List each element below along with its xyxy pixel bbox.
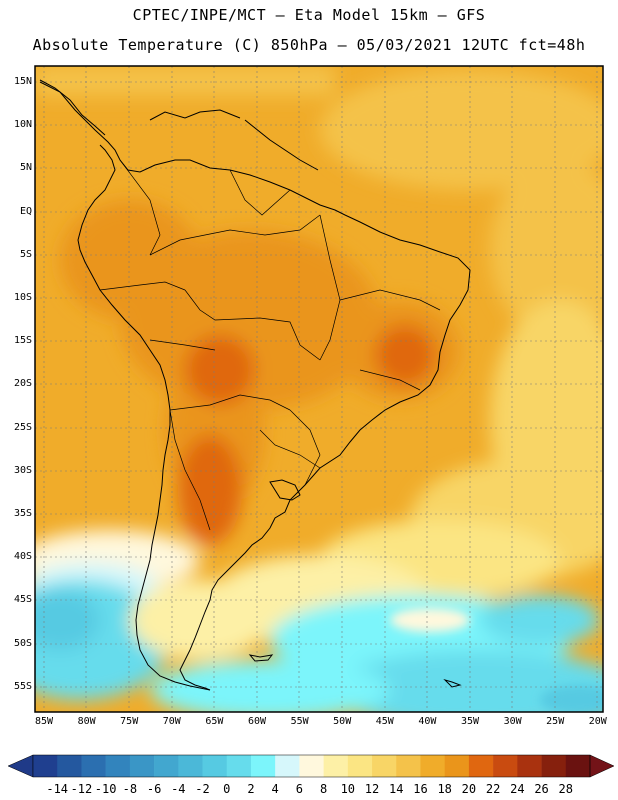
lat-label: 40S [13, 551, 32, 563]
lat-label: 15N [13, 76, 32, 87]
lon-label: 70W [162, 716, 181, 727]
title-line-2: Absolute Temperature (C) 850hPa – 05/03/… [32, 36, 586, 54]
colorbar-swatch [444, 755, 470, 777]
colorbar-swatch [299, 755, 324, 777]
lon-label: 55W [290, 716, 309, 727]
colorbar-tick-label: 22 [485, 782, 501, 796]
lon-label: 60W [247, 716, 267, 727]
colorbar-swatch [226, 755, 252, 777]
colorbar-tick-label: 10 [340, 782, 356, 796]
lon-label: 75W [120, 716, 139, 727]
colorbar-tick-label: 0 [223, 782, 231, 796]
colorbar-tick-label: -2 [195, 782, 210, 796]
lon-label: 20W [588, 716, 607, 727]
lon-label: 80W [77, 716, 96, 727]
lat-label: 20S [13, 378, 32, 390]
lat-label: 10S [13, 292, 32, 303]
colorbar-swatch [81, 755, 106, 777]
colorbar-tick-label: 18 [437, 782, 452, 796]
colorbar-tick-label: 2 [247, 782, 255, 796]
colorbar-swatch [420, 755, 445, 777]
colorbar-tick-label: 8 [319, 782, 328, 796]
lat-label: 10N [13, 119, 32, 131]
title-line-1: CPTEC/INPE/MCT – Eta Model 15km – GFS [132, 6, 486, 24]
lat-label: 55S [13, 680, 32, 692]
colorbar [7, 754, 615, 778]
colorbar-swatch [468, 755, 494, 777]
colorbar-tick-label: -14 [46, 782, 69, 796]
colorbar-swatch [105, 755, 131, 777]
colorbar-swatch [517, 755, 542, 777]
colorbar-tick-label: 16 [413, 782, 428, 796]
lon-label: 50W [333, 716, 352, 727]
lat-label: 5S [19, 248, 32, 260]
colorbar-tick-label: -12 [70, 782, 93, 796]
colorbar-swatch [541, 755, 567, 777]
colorbar-swatch [250, 755, 276, 777]
colorbar-swatch [178, 755, 203, 777]
colorbar-swatch [347, 755, 373, 777]
lon-label: 30W [503, 716, 522, 727]
lon-label: 40W [418, 716, 437, 727]
colorbar-tick-label: 14 [389, 782, 404, 796]
colorbar-swatch [493, 755, 518, 777]
colorbar-tick-label: -4 [171, 782, 186, 796]
colorbar-tick-label: 6 [295, 782, 303, 796]
lat-label: 5N [19, 162, 32, 174]
map-frame [34, 65, 604, 713]
colorbar-tick-label: 28 [558, 782, 573, 796]
colorbar-swatch [154, 755, 179, 777]
colorbar-swatch [323, 755, 349, 777]
colorbar-tick-label: 26 [534, 782, 549, 796]
colorbar-swatch [565, 755, 591, 777]
lon-label: 65W [205, 716, 224, 727]
lat-label: 25S [13, 421, 32, 433]
colorbar-tick-label: 4 [271, 782, 279, 796]
colorbar-swatch [396, 755, 421, 777]
colorbar-swatch [275, 755, 300, 777]
lat-label: 30S [13, 464, 32, 476]
colorbar-swatch [33, 755, 58, 777]
country-borders [99, 159, 441, 531]
colorbar-tick-label: -6 [146, 782, 162, 796]
lat-label: 50S [13, 637, 32, 649]
colorbar-tick-label: 24 [510, 782, 525, 796]
lon-label: 35W [460, 716, 480, 727]
colorbar-swatch [372, 755, 397, 777]
lat-label: 35S [13, 508, 32, 519]
colorbar-under-arrow [7, 754, 34, 778]
colorbar-over-arrow [589, 754, 615, 778]
colorbar-swatch [202, 755, 228, 777]
lon-label: 85W [34, 716, 54, 727]
colorbar-swatch [129, 755, 155, 777]
lon-label: 45W [375, 716, 394, 727]
lat-label: 15S [13, 335, 32, 347]
colorbar-tick-label: -10 [94, 782, 117, 796]
colorbar-tick-label: -8 [122, 782, 138, 796]
lat-label: 45S [13, 594, 32, 606]
lat-label: EQ [19, 205, 32, 217]
colorbar-border [32, 754, 591, 778]
colorbar-swatch [57, 755, 82, 777]
lon-label: 25W [546, 716, 565, 727]
colorbar-tick-label: 12 [364, 782, 380, 796]
colorbar-tick-label: 20 [461, 782, 477, 796]
temperature-field [35, 66, 603, 712]
